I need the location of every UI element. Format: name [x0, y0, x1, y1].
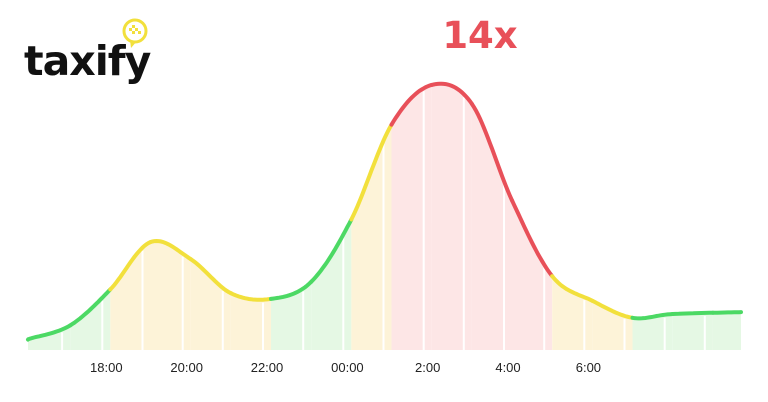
curve-segment-medium [590, 298, 635, 320]
area-segment-medium [230, 293, 272, 350]
area-segment-low [712, 312, 741, 350]
area-segment-high [471, 103, 513, 351]
area-segment-medium [592, 300, 633, 350]
area-segment-medium [351, 124, 392, 350]
curve-segment-high [429, 81, 474, 106]
area-fill-segments [28, 83, 741, 351]
taxify-logo: taxify [24, 18, 174, 88]
area-segment-medium [150, 241, 191, 350]
taxi-speech-bubble-icon [122, 18, 148, 48]
area-segment-high [431, 83, 472, 350]
curve-segment-low [68, 287, 113, 328]
curve-segment-high [469, 101, 514, 203]
curve-segment-low [710, 310, 743, 315]
x-tick-label: 20:00 [170, 360, 203, 375]
x-tick-label: 00:00 [331, 360, 364, 375]
curve-segment-medium [550, 274, 595, 303]
curve-segment-low [26, 323, 73, 342]
area-segment-low [70, 289, 111, 350]
curve-segment-medium [349, 122, 394, 222]
x-tick-label: 22:00 [251, 360, 284, 375]
curve-segment-low [309, 217, 354, 284]
area-segment-high [391, 84, 432, 351]
area-segment-medium [110, 242, 151, 350]
curve-segment-low [269, 279, 314, 301]
x-tick-label: 4:00 [495, 360, 520, 375]
curve-segment-high [510, 198, 555, 279]
area-segment-low [672, 312, 713, 350]
area-segment-medium [552, 276, 593, 350]
curve-segment-medium [108, 240, 153, 292]
brand-name: taxify [24, 37, 151, 85]
x-tick-label: 6:00 [576, 360, 601, 375]
area-segment-medium [190, 259, 231, 350]
area-segment-high [512, 200, 553, 350]
curve-segment-medium [188, 257, 233, 296]
curve-segment-low [670, 310, 715, 316]
x-axis-ticks: 18:00 20:00 22:00 00:00 2:00 4:00 6:00 [90, 360, 601, 375]
peak-multiplier-label: 14x [442, 14, 518, 57]
curve-segment-medium [228, 291, 273, 302]
area-segment-low [271, 281, 312, 350]
x-tick-label: 18:00 [90, 360, 123, 375]
curve-segment-low [630, 312, 675, 321]
area-segment-low [311, 219, 352, 350]
area-segment-low [632, 314, 673, 350]
x-tick-label: 2:00 [415, 360, 440, 375]
curve-segment-medium [148, 238, 193, 262]
surge-curve [26, 81, 743, 342]
curve-segment-high [389, 82, 434, 127]
hour-dividers [61, 91, 706, 350]
